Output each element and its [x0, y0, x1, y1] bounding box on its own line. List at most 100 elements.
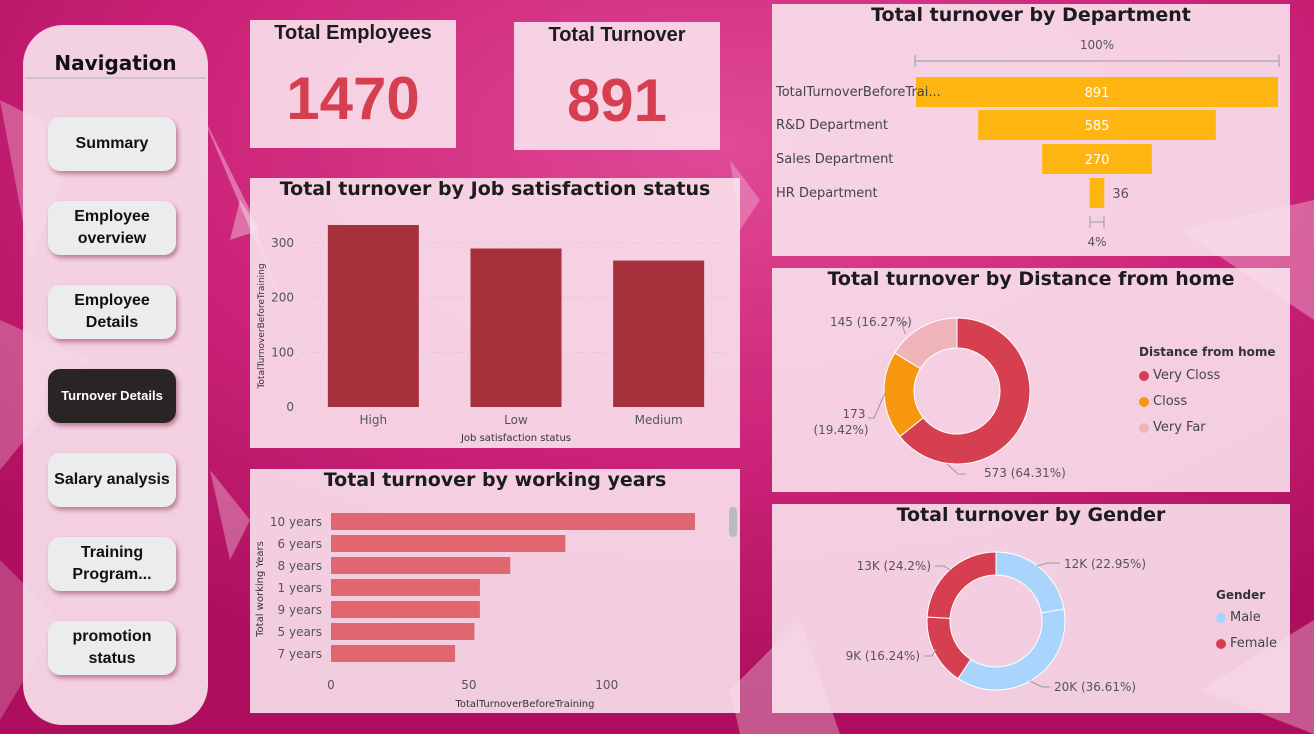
years-bar-6-years [331, 535, 566, 552]
working-years-scrollbar[interactable] [729, 507, 737, 537]
nav-summary-button[interactable]: Summary [48, 117, 176, 171]
distance-card: Total turnover by Distance from home 573… [772, 268, 1290, 492]
nav-employee-details-button[interactable]: Employee Details [48, 285, 176, 339]
years-y-tick-label: 7 years [278, 647, 322, 661]
years-x-tick-label: 100 [595, 678, 618, 692]
years-bar-8-years [331, 557, 511, 574]
dept-bottom-percent: 4% [1087, 235, 1106, 249]
dept-category-label: HR Department [776, 186, 878, 201]
years-y-tick-label: 1 years [278, 581, 322, 595]
gender-title: Total turnover by Gender [896, 504, 1166, 526]
nav-promotion-status-button[interactable]: promotion status [48, 621, 176, 675]
dept-top-percent: 100% [1080, 38, 1114, 52]
gender-legend-title: Gender [1216, 588, 1266, 602]
nav-employee-overview-button[interactable]: Employee overview [48, 201, 176, 255]
gender-label-female-13k: 13K (24.2%) [857, 559, 931, 573]
distance-leader-line [901, 322, 908, 335]
legend-closs[interactable]: Closs [1139, 394, 1187, 409]
dept-value-label: 270 [1085, 153, 1110, 168]
years-bar-10-years [331, 513, 695, 530]
legend-female-label: Female [1230, 636, 1278, 651]
job-satisfaction-card: Total turnover by Job satisfaction statu… [250, 178, 740, 448]
job-y-tick-label: 0 [286, 400, 294, 414]
distance-leader-line [946, 463, 966, 475]
working-years-card: Total turnover by working years 0 50 100 10… [250, 469, 740, 713]
dept-category-label: Sales Department [776, 152, 893, 167]
job-x-tick-label: Medium [635, 413, 683, 427]
working-years-title: Total turnover by working years [323, 469, 667, 491]
navigation-panel: Navigation Summary Employee overview Emp… [23, 25, 208, 725]
dept-value-label: 585 [1085, 119, 1110, 134]
years-bar-1-years [331, 579, 480, 596]
job-y-tick-label: 300 [271, 236, 294, 250]
legend-male-marker [1216, 612, 1226, 623]
years-x-tick-label: 50 [461, 678, 476, 692]
dept-category-label: TotalTurnoverBeforeTrai... [775, 85, 941, 100]
job-y-tick-label: 200 [271, 291, 294, 305]
distance-slice-very-far [894, 317, 958, 370]
job-bar-low [470, 248, 562, 407]
gender-chart: 12K (22.95%) 20K (36.61%) 9K (16.24%) 13K (… [846, 551, 1146, 694]
distance-label-very-closs: 573 (64.31%) [984, 466, 1066, 480]
distance-label-closs-percent: (19.42%) [813, 423, 868, 437]
legend-very-closs[interactable]: Very Closs [1139, 368, 1220, 383]
kpi-total-turnover-card: Total Turnover 891 [514, 22, 720, 150]
years-x-tick-label: 0 [327, 678, 335, 692]
gender-slice-male-0 [995, 551, 1065, 614]
nav-turnover-details-button[interactable]: Turnover Details [48, 369, 176, 423]
job-x-tick-label: High [360, 413, 388, 427]
legend-closs-label: Closs [1153, 394, 1188, 409]
legend-very-far-marker [1139, 422, 1149, 433]
kpi-total-turnover-value: 891 [566, 67, 668, 134]
job-bar-high [327, 225, 419, 407]
gender-leader-line [924, 648, 937, 657]
gender-leader-line [935, 565, 951, 571]
distance-legend-title: Distance from home [1139, 345, 1276, 359]
distance-chart: 573 (64.31%) 173 (19.42%) 145 (16.27%) [813, 315, 1066, 480]
job-x-tick-label: Low [504, 413, 528, 427]
job-y-tick-label: 100 [271, 345, 294, 359]
nav-salary-analysis-button[interactable]: Salary analysis [48, 453, 176, 507]
dept-bar-totalturnoverbeforetrai [916, 77, 1278, 107]
dept-bar-hr-department [1089, 178, 1105, 208]
legend-male[interactable]: Male [1216, 610, 1261, 625]
kpi-total-turnover-label: Total Turnover [548, 24, 686, 46]
job-y-axis-title: TotalTurnoverBeforeTraining [257, 263, 267, 389]
kpi-total-employees-label: Total Employees [274, 22, 432, 44]
nav-training-program-button[interactable]: Training Program... [48, 537, 176, 591]
legend-female[interactable]: Female [1216, 636, 1277, 651]
distance-label-very-far: 145 (16.27%) [830, 315, 912, 329]
gender-leader-line [1036, 562, 1060, 567]
years-y-tick-label: 9 years [278, 603, 322, 617]
gender-label-female-9k: 9K (16.24%) [846, 649, 920, 663]
legend-female-marker [1216, 638, 1226, 649]
years-x-axis-title: TotalTurnoverBeforeTraining [454, 699, 594, 710]
years-y-tick-label: 10 years [270, 515, 322, 529]
working-years-chart: 0 50 100 10 years 6 years 8 years 1 years 9 yea… [255, 509, 695, 710]
gender-label-male-12k: 12K (22.95%) [1064, 557, 1146, 571]
dept-bar-sales-department [1042, 144, 1152, 174]
legend-very-far-label: Very Far [1153, 420, 1206, 435]
kpi-total-employees-value: 1470 [286, 65, 420, 132]
dept-value-label: 891 [1085, 86, 1110, 101]
legend-male-label: Male [1230, 610, 1261, 625]
years-y-tick-label: 6 years [278, 537, 322, 551]
legend-very-closs-marker [1139, 370, 1149, 381]
gender-label-male-20k: 20K (36.61%) [1054, 680, 1136, 694]
distance-title: Total turnover by Distance from home [827, 268, 1235, 290]
gender-leader-line [1029, 680, 1050, 688]
navigation-divider [25, 77, 206, 79]
gender-slice-female-2 [926, 616, 972, 680]
legend-very-far[interactable]: Very Far [1139, 420, 1206, 435]
distance-leader-line [868, 392, 886, 419]
job-satisfaction-title: Total turnover by Job satisfaction statu… [279, 178, 711, 200]
years-bar-5-years [331, 623, 475, 640]
department-chart: 100% TotalTurnoverBeforeTrai... 891 R&D Dep… [775, 38, 1280, 249]
dept-value-label: 36 [1112, 187, 1129, 202]
kpi-total-employees-card: Total Employees 1470 [250, 20, 456, 148]
job-satisfaction-chart: 0 100 200 300 High Low Medium Job satisfaction … [257, 225, 730, 444]
years-y-tick-label: 8 years [278, 559, 322, 573]
job-x-axis-title: Job satisfaction status [460, 433, 571, 444]
distance-slice-very-closs [899, 317, 1031, 465]
years-bar-9-years [331, 601, 480, 618]
